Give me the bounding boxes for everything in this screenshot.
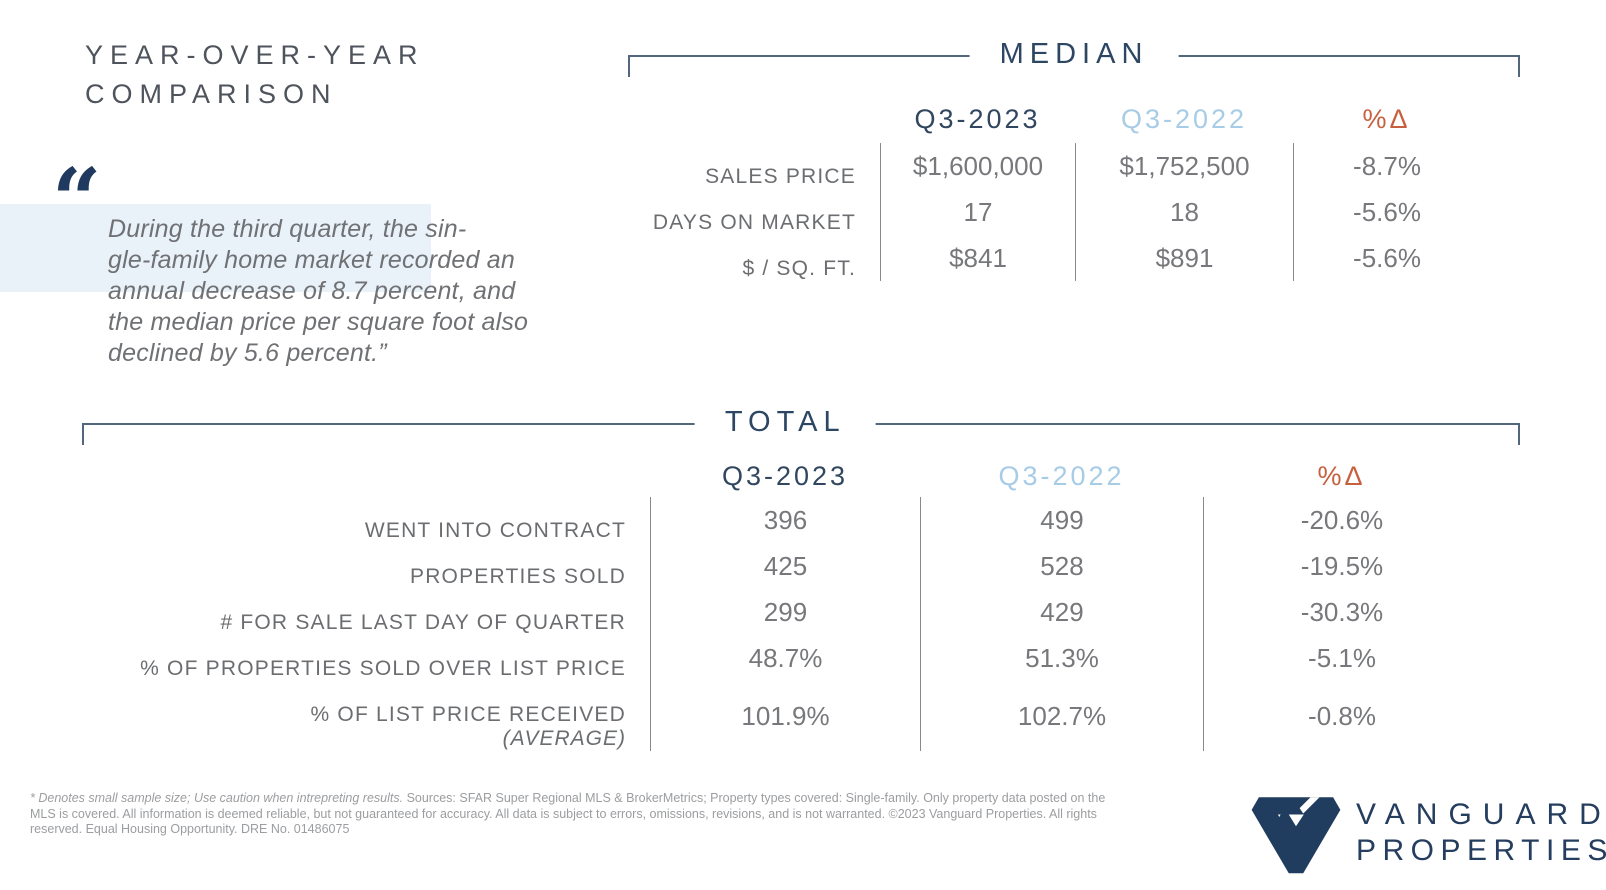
total-value-current: 425 <box>650 543 920 589</box>
brand-name: VANGUARD PROPERTIES <box>1356 797 1606 869</box>
total-row-sublabel: (AVERAGE) <box>502 727 626 750</box>
median-value-previous: $1,752,500 <box>1075 143 1293 189</box>
total-value-delta: -5.1% <box>1203 635 1480 681</box>
total-section-bracket: TOTAL <box>82 406 1520 445</box>
median-col-header-pct-delta: %Δ <box>1362 104 1411 134</box>
total-col-header-q3-2023: Q3-2023 <box>721 460 849 491</box>
median-value-delta: -8.7% <box>1293 143 1480 189</box>
total-row-label: PROPERTIES SOLD <box>409 565 626 588</box>
footer-disclaimer-italic: * Denotes small sample size; Use caution… <box>30 791 404 805</box>
total-value-delta: -19.5% <box>1203 543 1480 589</box>
median-value-delta: -5.6% <box>1293 235 1480 281</box>
total-header-spacer <box>80 455 650 497</box>
total-value-previous: 528 <box>920 543 1203 589</box>
total-section-title: TOTAL <box>694 406 876 439</box>
total-value-current: 48.7% <box>650 635 920 681</box>
market-summary-quote: During the third quarter, the sin- gle-f… <box>108 215 529 367</box>
open-quote-icon: “ <box>52 150 102 251</box>
page-title-line1: YEAR-OVER-YEAR <box>85 40 425 70</box>
median-value-previous: 18 <box>1075 189 1293 235</box>
total-row-label: # FOR SALE LAST DAY OF QUARTER <box>220 611 626 634</box>
total-row-label: WENT INTO CONTRACT <box>364 519 626 542</box>
total-value-previous: 499 <box>920 497 1203 543</box>
total-value-current: 396 <box>650 497 920 543</box>
footer-disclaimer-regular: Sources: SFAR Super Regional MLS & Broke… <box>30 791 1106 836</box>
total-row-label: % OF LIST PRICE RECEIVED (AVERAGE) <box>310 703 626 750</box>
median-col-header-q3-2022: Q3-2022 <box>1120 104 1248 134</box>
median-row-label: DAYS ON MARKET <box>652 211 856 234</box>
vanguard-triangle-logo-icon <box>1251 797 1341 874</box>
total-value-delta: -20.6% <box>1203 497 1480 543</box>
total-row-label: % OF PROPERTIES SOLD OVER LIST PRICE <box>140 657 626 680</box>
total-value-delta: -30.3% <box>1203 589 1480 635</box>
total-col-header-pct-delta: %Δ <box>1317 460 1366 491</box>
total-table: Q3-2023 Q3-2022 %Δ WENT INTO CONTRACT 39… <box>80 455 1480 751</box>
median-value-current: $1,600,000 <box>880 143 1075 189</box>
total-value-current: 299 <box>650 589 920 635</box>
median-table: Q3-2023 Q3-2022 %Δ SALES PRICE $1,600,00… <box>640 96 1480 281</box>
median-value-current: 17 <box>880 189 1075 235</box>
brand-name-line1: VANGUARD <box>1356 798 1606 831</box>
median-value-current: $841 <box>880 235 1075 281</box>
total-value-previous: 429 <box>920 589 1203 635</box>
median-row-label: SALES PRICE <box>705 165 856 188</box>
total-value-previous: 51.3% <box>920 635 1203 681</box>
median-row-label: $ / SQ. FT. <box>742 257 856 280</box>
total-value-delta: -0.8% <box>1203 681 1480 751</box>
footer-disclaimer: * Denotes small sample size; Use caution… <box>30 791 1125 838</box>
median-col-header-q3-2023: Q3-2023 <box>914 104 1041 134</box>
brand-name-line2: PROPERTIES <box>1356 834 1606 867</box>
median-value-delta: -5.6% <box>1293 189 1480 235</box>
median-header-spacer <box>640 96 880 143</box>
page-title-line2: COMPARISON <box>85 79 338 109</box>
total-value-previous: 102.7% <box>920 681 1203 751</box>
total-col-header-q3-2022: Q3-2022 <box>998 460 1125 491</box>
page-title: YEAR-OVER-YEAR COMPARISON <box>85 36 425 114</box>
brand-lockup: VANGUARD PROPERTIES <box>1250 790 1606 876</box>
median-section-title: MEDIAN <box>969 38 1179 71</box>
total-value-current: 101.9% <box>650 681 920 751</box>
quote-highlight-band <box>0 204 431 292</box>
median-value-previous: $891 <box>1075 235 1293 281</box>
median-section-bracket: MEDIAN <box>628 38 1520 77</box>
